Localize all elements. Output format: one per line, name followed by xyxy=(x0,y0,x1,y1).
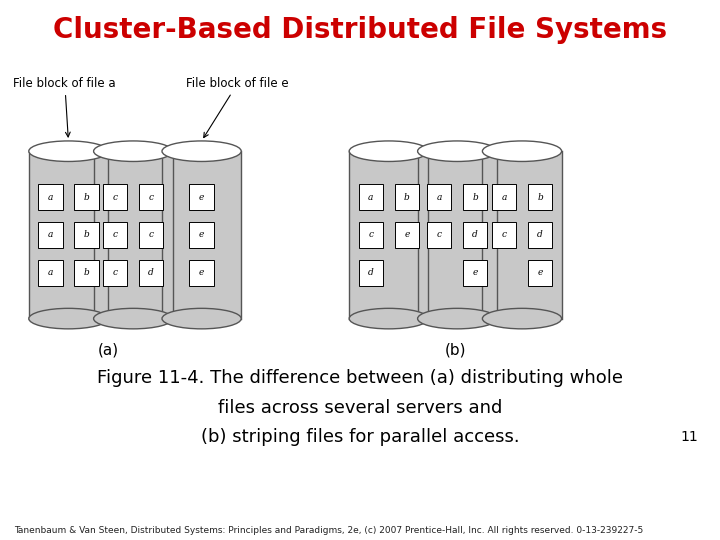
Bar xyxy=(528,222,552,248)
Bar xyxy=(528,260,552,286)
Bar xyxy=(427,184,451,210)
Text: c: c xyxy=(149,193,153,201)
Text: File block of file e: File block of file e xyxy=(186,77,289,138)
Bar xyxy=(38,184,63,210)
Bar xyxy=(463,260,487,286)
Text: b: b xyxy=(472,193,478,201)
Bar xyxy=(29,151,108,319)
Ellipse shape xyxy=(482,308,562,329)
Ellipse shape xyxy=(349,141,428,161)
Bar xyxy=(189,260,214,286)
Text: files across several servers and: files across several servers and xyxy=(218,399,502,417)
Bar xyxy=(463,222,487,248)
Text: b: b xyxy=(537,193,543,201)
Ellipse shape xyxy=(418,308,497,329)
Text: b: b xyxy=(84,268,89,277)
Ellipse shape xyxy=(349,308,428,329)
Bar xyxy=(395,222,419,248)
Text: c: c xyxy=(113,193,117,201)
Text: a: a xyxy=(48,193,53,201)
Text: b: b xyxy=(404,193,410,201)
Text: Tanenbaum & Van Steen, Distributed Systems: Principles and Paradigms, 2e, (c) 20: Tanenbaum & Van Steen, Distributed Syste… xyxy=(14,526,644,535)
Bar xyxy=(359,222,383,248)
Text: a: a xyxy=(368,193,374,201)
Text: d: d xyxy=(368,268,374,277)
Text: b: b xyxy=(84,193,89,201)
Text: d: d xyxy=(472,231,478,239)
Text: e: e xyxy=(537,268,543,277)
Ellipse shape xyxy=(162,308,241,329)
Ellipse shape xyxy=(29,308,108,329)
Ellipse shape xyxy=(94,141,173,161)
Bar xyxy=(189,184,214,210)
Ellipse shape xyxy=(94,308,173,329)
Text: e: e xyxy=(404,231,410,239)
Text: (b) striping files for parallel access.: (b) striping files for parallel access. xyxy=(201,428,519,447)
Bar xyxy=(189,222,214,248)
Text: c: c xyxy=(113,268,117,277)
Ellipse shape xyxy=(162,141,241,161)
Text: e: e xyxy=(199,231,204,239)
Bar xyxy=(103,184,127,210)
Text: c: c xyxy=(149,231,153,239)
Text: File block of file a: File block of file a xyxy=(14,77,116,137)
Bar xyxy=(492,222,516,248)
Text: (a): (a) xyxy=(97,343,119,358)
Bar xyxy=(349,151,428,319)
Bar xyxy=(94,151,173,319)
Bar xyxy=(139,184,163,210)
Text: e: e xyxy=(199,268,204,277)
Text: c: c xyxy=(502,231,506,239)
Bar xyxy=(139,222,163,248)
Bar xyxy=(38,260,63,286)
Text: a: a xyxy=(48,268,53,277)
Bar xyxy=(359,184,383,210)
Text: (b): (b) xyxy=(445,343,467,358)
Text: e: e xyxy=(472,268,478,277)
Bar xyxy=(492,184,516,210)
Text: d: d xyxy=(148,268,154,277)
Bar xyxy=(74,184,99,210)
Bar xyxy=(103,222,127,248)
Ellipse shape xyxy=(482,141,562,161)
Text: c: c xyxy=(437,231,441,239)
Text: a: a xyxy=(436,193,442,201)
Bar xyxy=(359,260,383,286)
Bar xyxy=(162,151,241,319)
Bar xyxy=(139,260,163,286)
Bar xyxy=(74,222,99,248)
Text: c: c xyxy=(113,231,117,239)
Text: a: a xyxy=(48,231,53,239)
Text: 11: 11 xyxy=(680,430,698,444)
Bar xyxy=(395,184,419,210)
Text: b: b xyxy=(84,231,89,239)
Bar xyxy=(103,260,127,286)
Bar xyxy=(463,184,487,210)
Text: d: d xyxy=(537,231,543,239)
Bar xyxy=(482,151,562,319)
Bar xyxy=(74,260,99,286)
Text: Figure 11-4. The difference between (a) distributing whole: Figure 11-4. The difference between (a) … xyxy=(97,369,623,387)
Bar xyxy=(427,222,451,248)
Text: Cluster-Based Distributed File Systems: Cluster-Based Distributed File Systems xyxy=(53,16,667,44)
Text: e: e xyxy=(199,193,204,201)
Bar xyxy=(418,151,497,319)
Bar xyxy=(528,184,552,210)
Text: c: c xyxy=(369,231,373,239)
Ellipse shape xyxy=(418,141,497,161)
Ellipse shape xyxy=(29,141,108,161)
Bar xyxy=(38,222,63,248)
Text: a: a xyxy=(501,193,507,201)
